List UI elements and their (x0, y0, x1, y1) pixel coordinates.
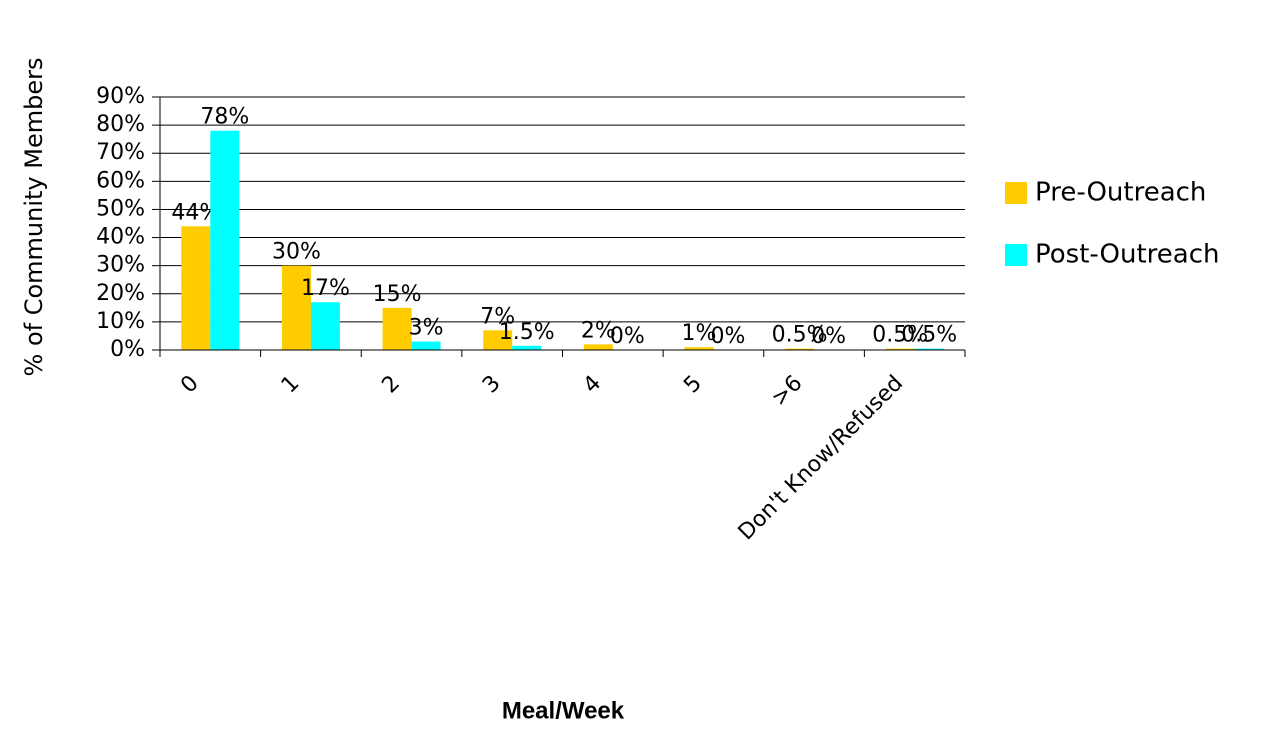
y-tick-label: 70% (96, 140, 145, 165)
value-label: 0.5% (772, 323, 828, 348)
bar (785, 348, 815, 350)
value-label: 3% (409, 316, 444, 341)
legend-swatch (1005, 244, 1027, 266)
legend-label: Pre-Outreach (1035, 178, 1206, 208)
x-tick-label: Don't Know/Refused (734, 371, 908, 545)
y-tick-label: 0% (110, 337, 145, 362)
value-label: 17% (301, 276, 350, 301)
bar (181, 226, 211, 350)
bar (310, 302, 340, 350)
value-label: 0% (811, 324, 846, 349)
y-tick-label: 20% (96, 281, 145, 306)
value-label: 30% (272, 240, 321, 265)
value-label: 7% (480, 304, 515, 329)
value-label: 1% (681, 321, 716, 346)
bar (885, 348, 915, 350)
y-tick-label: 30% (96, 253, 145, 278)
y-tick-label: 60% (96, 168, 145, 193)
value-label: 0.5% (901, 323, 957, 348)
x-tick-label: >6 (767, 371, 808, 412)
y-tick-label: 90% (96, 84, 145, 109)
value-label: 1.5% (499, 320, 555, 345)
value-label: 15% (373, 282, 422, 307)
value-label: 78% (200, 105, 249, 130)
legend-swatch (1005, 182, 1027, 204)
bar (684, 347, 714, 350)
x-tick-label: 0 (176, 371, 204, 399)
value-label: 2% (581, 318, 616, 343)
y-tick-label: 40% (96, 225, 145, 250)
y-axis-title: % of Community Members (20, 58, 48, 377)
bar (281, 265, 311, 350)
bar (411, 341, 441, 350)
x-tick-label: 5 (679, 371, 707, 399)
bar (583, 344, 613, 350)
value-label: 0% (710, 324, 745, 349)
bar (914, 348, 944, 350)
bar (382, 307, 412, 350)
y-tick-label: 10% (96, 309, 145, 334)
value-label: 0.5% (872, 323, 928, 348)
x-tick-label: 4 (579, 371, 607, 399)
bar (210, 130, 240, 350)
bar (512, 345, 542, 350)
y-tick-label: 80% (96, 112, 145, 137)
bar (483, 330, 513, 350)
x-tick-label: 3 (478, 371, 506, 399)
x-tick-label: 1 (277, 371, 305, 399)
value-label: 0% (610, 324, 645, 349)
y-tick-label: 50% (96, 196, 145, 221)
x-tick-label: 2 (377, 371, 405, 399)
x-axis-title: Meal/Week (502, 697, 625, 724)
legend-label: Post-Outreach (1035, 240, 1219, 270)
